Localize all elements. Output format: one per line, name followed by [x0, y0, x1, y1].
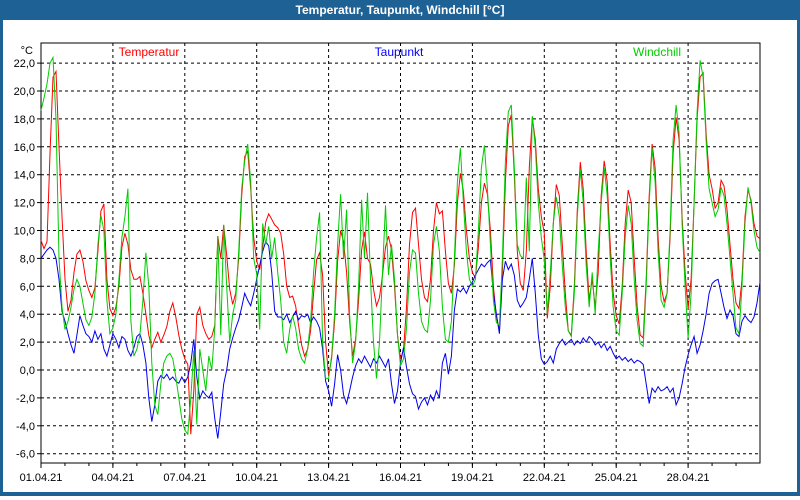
- window-bottom-border: [0, 492, 800, 496]
- svg-text:6,0: 6,0: [20, 281, 35, 293]
- svg-text:13.04.21: 13.04.21: [307, 472, 350, 484]
- legend-temperatur: Temperatur: [118, 45, 180, 59]
- gridlines: [41, 43, 760, 463]
- window-bottom-edge: [0, 496, 800, 500]
- svg-text:20,0: 20,0: [14, 86, 35, 98]
- legend-taupunkt: Taupunkt: [374, 45, 424, 59]
- svg-text:22,0: 22,0: [14, 58, 35, 70]
- svg-text:18,0: 18,0: [14, 114, 35, 126]
- svg-text:07.04.21: 07.04.21: [163, 472, 206, 484]
- legend-windchill: Windchill: [632, 45, 682, 59]
- svg-text:-4,0: -4,0: [16, 421, 35, 433]
- svg-text:25.04.21: 25.04.21: [595, 472, 638, 484]
- axis-labels: 22,0 20,0 18,0 16,0 14,0 12,0 10,0 8,0 6,0 4,0 2,0…: [14, 45, 710, 484]
- window-title: Temperatur, Taupunkt, Windchill [°C]: [295, 3, 505, 17]
- svg-text:16,0: 16,0: [14, 142, 35, 154]
- axis-ticks: [37, 62, 737, 468]
- svg-text:-6,0: -6,0: [16, 449, 35, 461]
- svg-text:28.04.21: 28.04.21: [667, 472, 710, 484]
- svg-text:12,0: 12,0: [14, 198, 35, 210]
- svg-text:04.04.21: 04.04.21: [91, 472, 134, 484]
- svg-text:8,0: 8,0: [20, 253, 35, 265]
- svg-text:10.04.21: 10.04.21: [235, 472, 278, 484]
- data-series: [40, 55, 761, 439]
- svg-text:0,0: 0,0: [20, 365, 35, 377]
- svg-text:14,0: 14,0: [14, 170, 35, 182]
- svg-text:4,0: 4,0: [20, 309, 35, 321]
- svg-text:01.04.21: 01.04.21: [20, 472, 63, 484]
- svg-text:16.04.21: 16.04.21: [379, 472, 422, 484]
- title-bar: Temperatur, Taupunkt, Windchill [°C]: [0, 0, 800, 20]
- svg-text:-2,0: -2,0: [16, 393, 35, 405]
- chart-area: Temperatur Taupunkt Windchill 22,0 20,0 18…: [3, 20, 797, 493]
- svg-text:22.04.21: 22.04.21: [523, 472, 566, 484]
- svg-text:°C: °C: [21, 45, 33, 57]
- svg-text:2,0: 2,0: [20, 337, 35, 349]
- svg-text:10,0: 10,0: [14, 226, 35, 238]
- svg-text:19.04.21: 19.04.21: [451, 472, 494, 484]
